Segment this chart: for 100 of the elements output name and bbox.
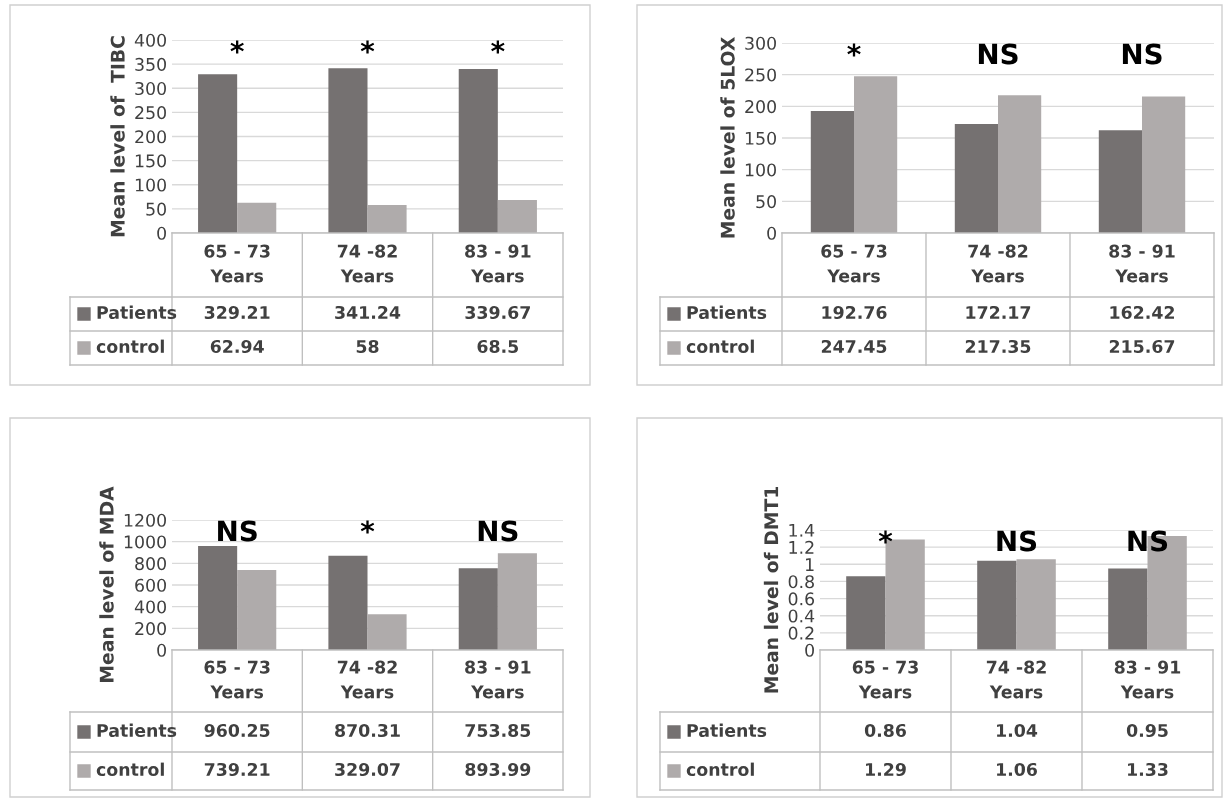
- data-label: 1.33: [1128, 762, 1168, 777]
- y-tick-label: 150: [135, 154, 166, 168]
- bar: [328, 555, 368, 650]
- bar: [458, 69, 498, 233]
- x-tick-label: 65 - 73 Years: [204, 244, 270, 283]
- legend-label: control: [96, 762, 164, 777]
- x-tick-label: 83 - 91 Years: [1114, 660, 1181, 699]
- x-tick-label: 74 -82 Years: [968, 244, 1028, 283]
- annotation: *: [491, 40, 505, 54]
- x-tick-label: 74 -82 Years: [337, 660, 397, 699]
- bar: [198, 74, 238, 233]
- data-label: 62.94: [210, 339, 264, 354]
- annotation: *: [360, 520, 375, 534]
- x-tick-label: 65 - 73 Years: [204, 660, 270, 699]
- y-tick-label: 1.4: [789, 523, 815, 537]
- y-tick-label: 0: [767, 226, 776, 240]
- y-tick-label: 800: [135, 557, 166, 571]
- y-tick-label: 1: [806, 558, 814, 571]
- x-tick-label: 83 - 91 Years: [1109, 244, 1175, 283]
- bar: [328, 68, 368, 233]
- data-label: 1.06: [997, 762, 1037, 777]
- y-tick-label: 50: [756, 195, 776, 209]
- bar: [367, 205, 407, 233]
- y-tick-label: 400: [134, 600, 166, 614]
- data-label: 341.24: [335, 305, 401, 320]
- y-tick-label: 0.6: [788, 592, 815, 606]
- data-label: 1.04: [997, 723, 1038, 738]
- y-tick-label: 0.4: [788, 609, 815, 623]
- bar: [1098, 130, 1142, 233]
- data-label: 0.95: [1126, 723, 1168, 738]
- annotation: *: [230, 40, 244, 54]
- data-label: 247.45: [821, 339, 887, 354]
- y-tick-label: 300: [135, 81, 166, 96]
- annotation: NS: [478, 520, 518, 542]
- y-tick-label: 400: [134, 33, 166, 47]
- data-label: 192.76: [822, 305, 887, 320]
- data-label: 739.21: [204, 762, 270, 777]
- annotation: *: [878, 530, 893, 544]
- y-tick-label: 250: [135, 106, 166, 120]
- y-tick-label: 0.2: [788, 626, 814, 640]
- bar: [367, 614, 407, 650]
- data-label: 893.99: [465, 762, 531, 777]
- bar: [854, 76, 898, 233]
- x-tick-label: 65 - 73 Years: [852, 660, 918, 699]
- data-label: 0.86: [864, 723, 906, 738]
- legend-label: control: [686, 762, 754, 777]
- bar: [846, 576, 886, 650]
- legend-label: Patients: [687, 305, 767, 320]
- bar: [237, 569, 277, 650]
- bar: [458, 568, 498, 650]
- y-tick-label: 1000: [124, 535, 166, 549]
- bar: [954, 123, 998, 233]
- data-label: 162.42: [1110, 305, 1174, 320]
- annotation: *: [360, 40, 375, 54]
- bar: [977, 560, 1017, 650]
- data-label: 215.67: [1109, 339, 1175, 354]
- y-axis-title: Mean level of TIBC: [110, 36, 125, 237]
- x-tick-label: 83 - 91 Years: [465, 244, 531, 283]
- y-tick-label: 300: [745, 36, 776, 50]
- bar: [1108, 568, 1148, 650]
- y-axis-title: Mean level of DMT1: [763, 487, 779, 693]
- annotation: *: [847, 43, 861, 57]
- bar: [810, 110, 854, 233]
- bar: [198, 545, 238, 650]
- data-label: 1.29: [866, 762, 906, 777]
- y-axis-title: Mean level of 5LOX: [720, 37, 735, 238]
- y-tick-label: 100: [135, 178, 166, 192]
- y-tick-label: 0: [157, 643, 166, 657]
- data-label: 329.21: [204, 305, 270, 320]
- data-label: 172.17: [966, 305, 1031, 319]
- y-tick-label: 200: [135, 130, 166, 144]
- annotation: NS: [997, 530, 1037, 552]
- y-tick-label: 150: [745, 131, 776, 145]
- data-label: 753.85: [465, 723, 531, 738]
- x-tick-label: 74 -82 Years: [986, 660, 1046, 699]
- y-tick-label: 1200: [124, 513, 166, 527]
- x-tick-label: 74 -82 Years: [337, 244, 397, 283]
- y-tick-label: 600: [135, 578, 166, 592]
- y-tick-label: 100: [745, 163, 776, 177]
- annotation: NS: [978, 43, 1018, 65]
- y-tick-label: 0: [805, 643, 814, 657]
- bar: [1142, 96, 1186, 233]
- y-tick-label: 250: [745, 68, 776, 82]
- data-label: 960.25: [204, 723, 270, 738]
- y-tick-label: 200: [135, 622, 166, 636]
- y-tick-label: 50: [146, 202, 166, 216]
- data-label: 68.5: [477, 339, 519, 354]
- bar: [237, 202, 277, 233]
- bar: [998, 95, 1042, 233]
- legend-label: Patients: [97, 723, 177, 738]
- bar: [1016, 559, 1056, 650]
- y-tick-label: 0.8: [788, 575, 814, 589]
- y-tick-label: 200: [745, 100, 776, 114]
- bar: [497, 199, 537, 233]
- y-tick-label: 1.2: [789, 540, 814, 554]
- data-label: 58: [356, 339, 379, 354]
- x-tick-label: 65 - 73 Years: [821, 244, 887, 283]
- annotation: NS: [218, 520, 257, 542]
- bar: [497, 553, 537, 650]
- legend-label: control: [96, 339, 164, 354]
